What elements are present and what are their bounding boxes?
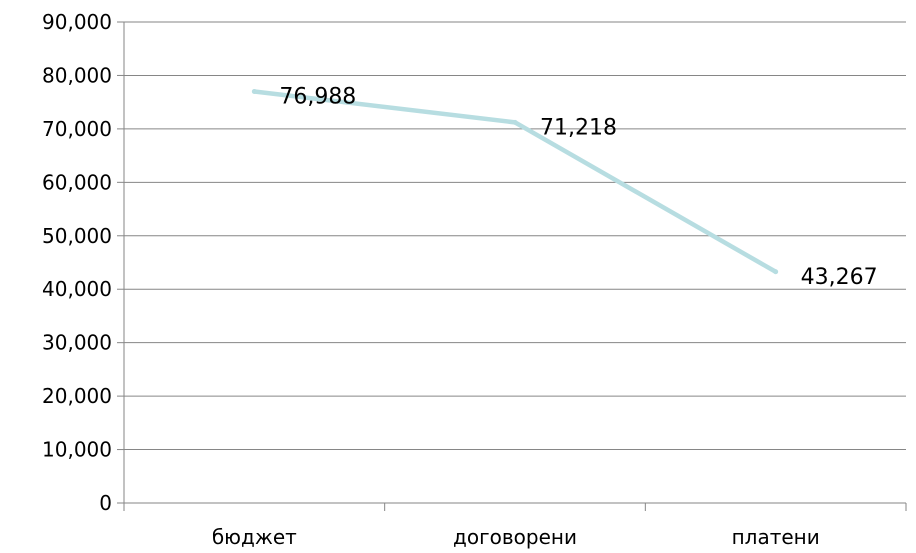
y-tick-label: 90,000	[42, 10, 112, 34]
x-tick-label: платени	[732, 525, 820, 549]
y-tick-label: 70,000	[42, 117, 112, 141]
data-labels: 76,988 71,218 43,267	[279, 85, 877, 290]
y-tick-label: 10,000	[42, 438, 112, 462]
data-point	[512, 119, 518, 125]
y-tick-label: 20,000	[42, 384, 112, 408]
x-tick-label: договорени	[453, 525, 577, 549]
axes	[117, 21, 907, 511]
data-label: 76,988	[279, 85, 356, 110]
data-point	[773, 269, 779, 275]
data-label: 71,218	[540, 115, 617, 140]
y-tick-label: 80,000	[42, 63, 112, 87]
gridlines	[124, 21, 906, 451]
x-axis-tick-labels: бюджет договорени платени	[212, 525, 820, 549]
y-tick-label: 0	[99, 491, 112, 515]
y-tick-label: 40,000	[42, 277, 112, 301]
y-axis-tick-labels: 0 10,000 20,000 30,000 40,000 50,000 60,000 70,…	[42, 10, 112, 515]
series-line	[252, 89, 778, 275]
y-tick-label: 50,000	[42, 224, 112, 248]
data-label: 43,267	[801, 265, 878, 290]
y-tick-label: 60,000	[42, 170, 112, 194]
data-point	[251, 89, 257, 95]
y-tick-label: 30,000	[42, 331, 112, 355]
x-tick-label: бюджет	[212, 525, 297, 549]
series-line-group	[251, 89, 779, 275]
